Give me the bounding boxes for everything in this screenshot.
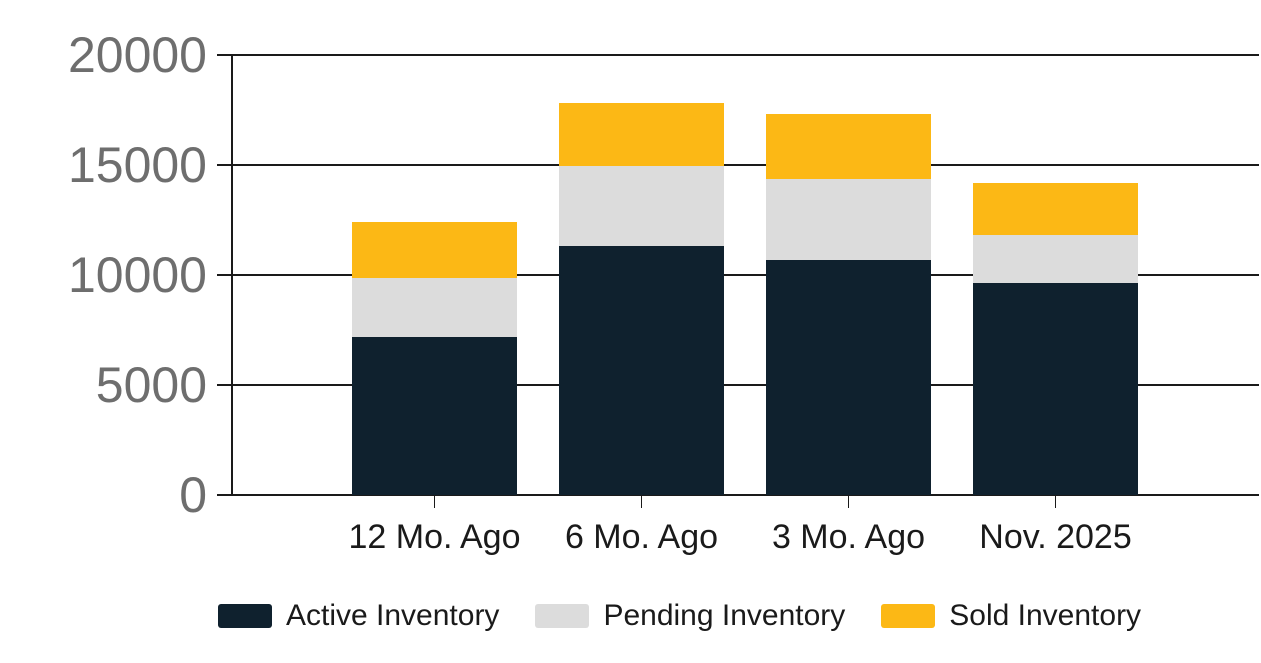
bars-layer xyxy=(231,55,1259,495)
y-axis-tick-15000 xyxy=(217,164,231,166)
y-tick-label-5000: 5000 xyxy=(95,357,207,413)
gridline-5000 xyxy=(231,384,1259,386)
gridline-15000 xyxy=(231,164,1259,166)
bar-stack-nov-2025 xyxy=(973,182,1138,495)
x-tick-label-6-mo-ago: 6 Mo. Ago xyxy=(564,518,719,556)
y-tick-label-10000: 10000 xyxy=(67,247,207,303)
bar-segment-pending-inventory-nov-2025[interactable] xyxy=(973,235,1138,283)
legend-swatch-pending-inventory xyxy=(535,604,590,628)
bar-segment-sold-inventory-12-mo-ago[interactable] xyxy=(352,222,517,279)
bar-column-3-mo-ago xyxy=(745,55,952,495)
bar-segment-sold-inventory-3-mo-ago[interactable] xyxy=(766,114,931,180)
bar-segment-active-inventory-12-mo-ago[interactable] xyxy=(352,336,517,495)
legend-label-active-inventory: Active Inventory xyxy=(286,599,500,632)
y-axis-tick-5000 xyxy=(217,384,231,386)
y-axis-labels: 0 5000 10000 15000 20000 xyxy=(0,30,207,520)
bar-segment-active-inventory-nov-2025[interactable] xyxy=(973,282,1138,495)
plot-area xyxy=(217,54,1259,508)
x-axis-tick-12-mo-ago xyxy=(433,495,436,508)
legend-swatch-active-inventory xyxy=(218,604,272,628)
y-tick-label-20000: 20000 xyxy=(67,27,207,83)
legend-swatch-sold-inventory xyxy=(881,604,936,628)
bar-stack-3-mo-ago xyxy=(766,114,931,495)
y-tick-label-15000: 15000 xyxy=(67,137,207,193)
bar-segment-sold-inventory-6-mo-ago[interactable] xyxy=(559,103,724,167)
gridline-20000 xyxy=(231,54,1259,56)
y-axis-tick-0 xyxy=(217,494,231,496)
bar-stack-6-mo-ago xyxy=(559,103,724,495)
bar-column-nov-2025 xyxy=(952,55,1159,495)
x-axis-tick-6-mo-ago xyxy=(640,495,643,508)
y-tick-label-0: 0 xyxy=(179,467,207,523)
legend-label-pending-inventory: Pending Inventory xyxy=(603,599,846,632)
bar-segment-active-inventory-3-mo-ago[interactable] xyxy=(766,259,931,495)
legend-item-active-inventory[interactable]: Active Inventory xyxy=(218,599,499,633)
gridline-0 xyxy=(231,494,1259,496)
bar-column-12-mo-ago xyxy=(331,55,538,495)
x-axis-labels: 12 Mo. Ago 6 Mo. Ago 3 Mo. Ago Nov. 2025 xyxy=(231,518,1259,557)
y-axis-tick-10000 xyxy=(217,274,231,276)
x-tick-label-nov-2025: Nov. 2025 xyxy=(979,518,1132,556)
bar-segment-pending-inventory-3-mo-ago[interactable] xyxy=(766,179,931,260)
bar-segment-pending-inventory-12-mo-ago[interactable] xyxy=(352,278,517,337)
y-axis-tick-20000 xyxy=(217,54,231,56)
x-tick-label-3-mo-ago: 3 Mo. Ago xyxy=(771,518,926,556)
bar-segment-sold-inventory-nov-2025[interactable] xyxy=(973,182,1138,236)
bar-column-6-mo-ago xyxy=(538,55,745,495)
x-tick-label-12-mo-ago: 12 Mo. Ago xyxy=(348,518,521,556)
x-axis-tick-nov-2025 xyxy=(1054,495,1057,508)
x-axis-tick-3-mo-ago xyxy=(847,495,850,508)
legend-item-pending-inventory[interactable]: Pending Inventory xyxy=(535,599,845,633)
bar-segment-active-inventory-6-mo-ago[interactable] xyxy=(559,246,724,495)
legend: Active Inventory Pending Inventory Sold In… xyxy=(218,599,1141,633)
bar-segment-pending-inventory-6-mo-ago[interactable] xyxy=(559,166,724,247)
bar-stack-12-mo-ago xyxy=(352,222,517,495)
legend-item-sold-inventory[interactable]: Sold Inventory xyxy=(881,599,1141,633)
legend-label-sold-inventory: Sold Inventory xyxy=(949,599,1142,632)
gridline-10000 xyxy=(231,274,1259,276)
